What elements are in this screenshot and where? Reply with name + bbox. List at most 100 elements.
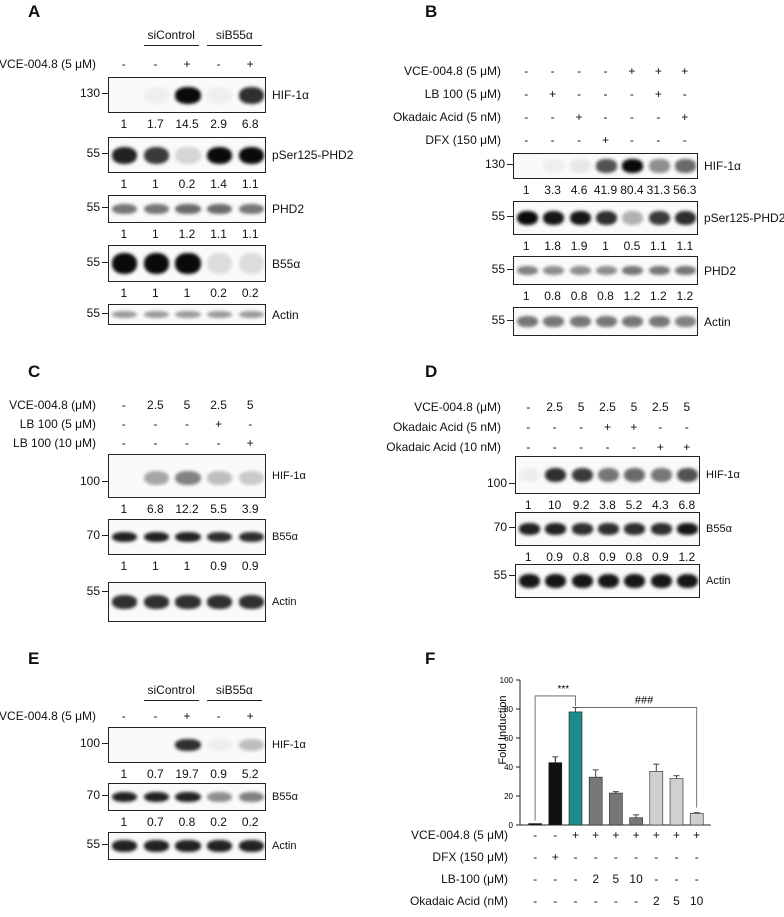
treatment-sign-2-0: -	[526, 440, 531, 454]
blot-band	[175, 531, 201, 543]
mw-tick	[102, 743, 108, 744]
treatment-sign-2-4: -	[631, 440, 636, 454]
treatment-sign-3-5: -	[656, 133, 661, 147]
treatment-label-2: Okadaic Acid (10 nM)	[386, 440, 501, 454]
treatment-sign-0-4: +	[628, 64, 636, 78]
quant-0-3: 41.9	[593, 183, 618, 197]
treatment-sign-0-6: +	[681, 64, 689, 78]
blot-band	[143, 840, 170, 852]
blot-band	[516, 316, 538, 327]
blot-band	[648, 159, 670, 173]
chart-treatment-value-1-8: -	[694, 850, 699, 864]
quant-1-1: 1.8	[544, 239, 561, 253]
mw-marker-3: 55	[86, 254, 100, 269]
quant-1-0: 1	[120, 177, 128, 191]
quant-0-4: 5.2	[625, 498, 643, 512]
mw-marker-3: 55	[491, 312, 505, 327]
blot-band	[518, 523, 540, 535]
treatment-label-0: VCE-004.8 (μM)	[9, 398, 96, 412]
treatment-sign-0-3: -	[603, 64, 608, 78]
blot-band	[677, 573, 699, 589]
blot-band	[622, 210, 644, 226]
blot-band	[650, 467, 672, 483]
bar	[689, 813, 704, 826]
blot-band	[545, 573, 567, 589]
quant-2-4: 1.2	[623, 289, 641, 303]
quant-3-0: 1	[120, 286, 128, 300]
blot-b55-	[108, 519, 266, 555]
y-tick-label: 20	[504, 792, 513, 801]
blot-name-1: B55α	[272, 531, 298, 543]
blot-band	[650, 573, 672, 589]
blot-band	[624, 467, 646, 483]
mw-tick	[507, 268, 513, 270]
panel-label-c: C	[28, 362, 41, 381]
y-tick-label: 0	[509, 821, 514, 830]
treatment-sign-2-1: -	[552, 440, 557, 454]
treatment-sign-0-4: +	[246, 709, 254, 723]
quant-0-2: 19.7	[175, 767, 199, 781]
blot-band	[175, 253, 201, 274]
mw-tick	[102, 535, 108, 536]
quant-1-2: 0.2	[178, 177, 196, 191]
quant-2-4: 1.1	[241, 227, 259, 241]
treatment-sign-0-1: 2.5	[147, 398, 164, 412]
significance-bracket	[575, 707, 698, 808]
quant-1-4: 0.2	[241, 815, 259, 829]
blot-band	[143, 86, 170, 104]
blot-band	[595, 159, 618, 173]
treatment-sign-1-2: -	[185, 417, 189, 431]
quant-2-3: 0.8	[597, 289, 614, 303]
chart-treatment-value-2-1: -	[553, 872, 558, 886]
mw-marker-1: 70	[86, 528, 100, 542]
treatment-sign-0-0: -	[121, 57, 126, 71]
treatment-label-0: VCE-004.8 (μM)	[414, 400, 501, 414]
y-axis-label: Fold Induction	[497, 695, 509, 764]
blot-band	[569, 265, 591, 276]
mw-marker-0: 130	[484, 157, 505, 171]
blot-band	[143, 470, 170, 486]
mw-marker-2: 55	[493, 568, 507, 582]
blot-band	[545, 523, 567, 535]
blot-band	[112, 203, 138, 215]
blot-band	[143, 310, 170, 319]
mw-marker-0: 130	[79, 86, 100, 100]
quant-1-5: 1.1	[650, 239, 667, 253]
chart-treatment-value-2-8: -	[694, 872, 699, 886]
treatment-sign-2-0: -	[524, 110, 529, 124]
blot-band	[622, 265, 644, 276]
treatment-label-1: LB 100 (5 μM)	[424, 87, 501, 101]
quant-3-1: 1	[152, 286, 159, 300]
blot-name-1: pSer125-PHD2	[272, 148, 354, 162]
treatment-sign-3-3: +	[601, 133, 610, 147]
treatment-sign-0-6: 5	[683, 400, 691, 414]
blot-band	[238, 310, 264, 319]
treatment-sign-3-1: -	[550, 133, 555, 147]
treatment-sign-3-0: -	[524, 133, 529, 147]
blot-band	[238, 531, 264, 543]
treatment-sign-0-4: 5	[246, 398, 254, 412]
treatment-sign-0-2: +	[183, 709, 191, 723]
mw-marker-0: 100	[486, 476, 507, 490]
mw-tick	[102, 207, 108, 208]
quant-0-1: 0.7	[147, 767, 164, 781]
quant-1-5: 0.9	[652, 550, 669, 564]
treatment-sign-2-2: -	[579, 440, 584, 454]
treatment-sign-0-1: -	[550, 64, 555, 78]
blot-band	[175, 86, 201, 104]
quant-0-3: 3.8	[599, 498, 616, 512]
quant-0-2: 14.5	[175, 117, 199, 131]
quant-2-1: 0.8	[544, 289, 561, 303]
quant-0-3: 5.5	[210, 502, 227, 516]
chart-treatment-value-0-3: +	[592, 828, 600, 842]
blot-actin	[108, 832, 266, 860]
treatment-sign-2-2: +	[575, 110, 583, 124]
treatment-sign-1-1: +	[549, 87, 557, 101]
panel-label-f: F	[425, 649, 436, 668]
blot-pser125-phd2	[108, 137, 266, 173]
mw-marker-1: 55	[86, 146, 100, 160]
blot-band	[238, 86, 264, 104]
blot-band	[143, 531, 170, 543]
quant-0-1: 10	[547, 498, 562, 512]
treatment-sign-0-2: 5	[183, 398, 191, 412]
